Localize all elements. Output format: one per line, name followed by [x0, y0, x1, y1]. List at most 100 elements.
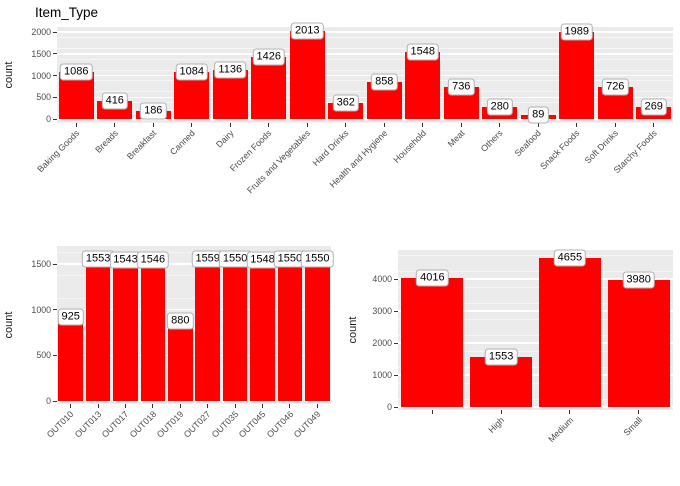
y-tick-label: 2000	[372, 338, 392, 348]
gridline-minor	[398, 286, 673, 288]
x-tick-mark	[152, 404, 154, 408]
bar	[251, 56, 287, 119]
y-tick-label: 2000	[31, 27, 51, 37]
bar	[559, 32, 595, 119]
bar-value-label: 736	[448, 78, 475, 96]
gridline-minor	[398, 270, 673, 272]
gridline-minor	[57, 274, 331, 276]
bar	[222, 259, 248, 401]
y-tick-mark	[53, 118, 57, 120]
x-tick-mark	[306, 123, 308, 127]
y-tick-label: 1500	[31, 48, 51, 59]
bar-value-label: 89	[528, 106, 549, 124]
y-tick-label: 1000	[31, 304, 51, 315]
bar	[401, 278, 464, 407]
gridline-major	[57, 308, 331, 311]
bar-value-label: 1550	[218, 250, 252, 268]
bar-value-label: 269	[640, 98, 667, 116]
bar-value-label: 1559	[191, 250, 224, 268]
gridline-minor	[57, 297, 331, 299]
x-tick-mark	[114, 123, 116, 127]
gridline-minor	[57, 91, 673, 93]
bar-value-label: 1136	[214, 61, 247, 79]
bar-value-label: 362	[332, 94, 359, 112]
y-tick-label: 1000	[31, 70, 51, 81]
y-tick-mark	[53, 75, 57, 76]
x-tick-mark	[97, 404, 99, 408]
bar	[140, 259, 166, 401]
gridline-minor	[57, 36, 673, 38]
bar	[195, 258, 221, 401]
gridline-minor	[57, 69, 673, 71]
bar-value-label: 3980	[622, 271, 655, 289]
gridline-major	[57, 354, 331, 357]
x-tick-mark	[500, 410, 502, 414]
gridline-minor	[398, 350, 673, 352]
gridline-minor	[398, 398, 673, 400]
bar-value-label: 186	[140, 102, 167, 120]
gridline-minor	[57, 102, 673, 104]
x-tick-mark	[569, 410, 571, 414]
bar-value-label: 280	[486, 98, 513, 116]
y-tick-label: 0	[46, 114, 51, 124]
y-tick-mark	[53, 309, 57, 311]
gridline-minor	[398, 382, 673, 384]
gridline-minor	[398, 254, 673, 256]
x-tick-mark	[191, 123, 193, 127]
x-tick-mark	[179, 404, 181, 408]
bar	[58, 316, 84, 401]
bar	[405, 51, 441, 119]
bar-value-label: 1548	[246, 251, 279, 269]
y-tick-mark	[53, 400, 57, 402]
x-tick-mark	[70, 404, 72, 408]
chart-title: Item_Type	[35, 5, 99, 20]
y-tick-mark	[53, 354, 57, 356]
x-tick-mark	[289, 404, 291, 408]
x-tick-mark	[152, 123, 154, 127]
gridline-major	[398, 406, 673, 408]
y-axis-title: count	[347, 316, 359, 344]
x-tick-mark	[229, 123, 231, 127]
gridline-major	[57, 53, 673, 55]
bar-value-label: 880	[167, 312, 194, 330]
bar-value-label: 1543	[109, 251, 142, 269]
gridline-minor	[57, 113, 673, 115]
bar	[607, 279, 670, 407]
bar	[85, 259, 111, 401]
gridline-minor	[57, 80, 673, 82]
bar	[304, 259, 330, 401]
y-tick-label: 0	[46, 396, 51, 406]
bar-value-label: 1989	[560, 23, 593, 41]
x-tick-label: Small	[621, 415, 644, 438]
x-tick-mark	[431, 410, 433, 414]
gridline-major	[57, 400, 331, 402]
x-tick-label: High	[486, 415, 507, 435]
bar-value-label: 1426	[252, 48, 285, 66]
gridline-minor	[57, 58, 673, 60]
gridline-major	[57, 96, 673, 98]
bar	[277, 259, 303, 401]
bar	[538, 258, 601, 407]
gridline-major	[57, 74, 673, 77]
y-tick-mark	[53, 96, 57, 98]
x-tick-mark	[537, 123, 539, 127]
x-tick-mark	[262, 404, 263, 408]
gridline-minor	[398, 318, 673, 320]
gridline-minor	[57, 47, 673, 49]
gridline-major	[57, 31, 673, 33]
y-tick-label: 1000	[372, 370, 392, 380]
bar-value-label: 416	[101, 92, 128, 110]
y-tick-label: 4000	[372, 274, 392, 284]
bar	[167, 320, 193, 401]
y-tick-mark	[394, 342, 398, 344]
bar-value-label: 1553	[484, 348, 518, 366]
gridline-minor	[398, 366, 673, 368]
bar-value-label: 1086	[60, 63, 93, 81]
x-tick-mark	[460, 123, 462, 127]
x-tick-mark	[499, 123, 501, 127]
y-tick-mark	[394, 278, 398, 280]
x-tick-mark	[75, 123, 77, 127]
